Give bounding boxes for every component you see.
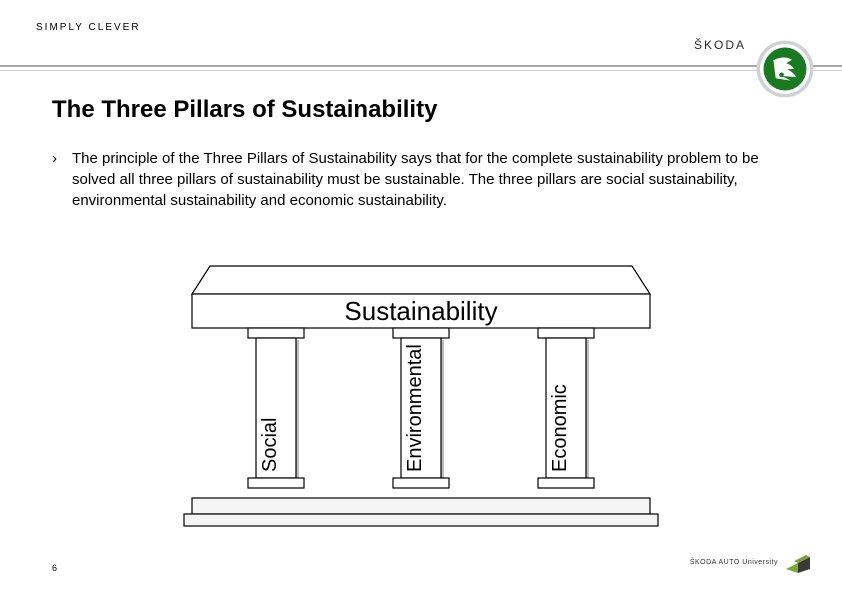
university-logo-icon [784, 549, 814, 575]
brand-wordmark: ŠKODA [694, 38, 746, 52]
body-text-block: › The principle of the Three Pillars of … [52, 148, 780, 211]
page-title: The Three Pillars of Sustainability [52, 96, 437, 124]
svg-text:Environmental: Environmental [404, 344, 426, 472]
svg-text:Social: Social [259, 418, 281, 472]
page-number: 6 [52, 563, 57, 573]
university-logo: ŠKODA AUTO University [690, 549, 814, 575]
brand-logo: ŠKODA [694, 16, 814, 74]
svg-text:Economic: Economic [549, 384, 571, 472]
bullet-text: The principle of the Three Pillars of Su… [72, 148, 780, 211]
brand-roundel-icon [756, 40, 814, 98]
tagline: SIMPLY CLEVER [36, 22, 141, 33]
bullet-item: › The principle of the Three Pillars of … [52, 148, 780, 211]
three-pillars-diagram: Sustainability Social Environmental Economi… [172, 258, 670, 538]
svg-text:Sustainability: Sustainability [344, 296, 497, 326]
bullet-marker-icon: › [52, 148, 62, 169]
university-logo-text: ŠKODA AUTO University [690, 559, 778, 566]
